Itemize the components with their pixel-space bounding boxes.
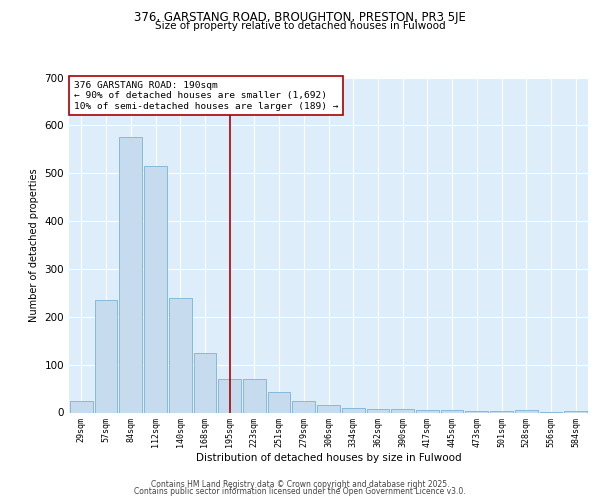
- Bar: [416, 410, 439, 412]
- Bar: [441, 410, 463, 412]
- Bar: [144, 166, 167, 412]
- Bar: [169, 298, 191, 412]
- Bar: [490, 411, 513, 412]
- Bar: [119, 138, 142, 412]
- X-axis label: Distribution of detached houses by size in Fulwood: Distribution of detached houses by size …: [196, 453, 461, 463]
- Text: Contains public sector information licensed under the Open Government Licence v3: Contains public sector information licen…: [134, 487, 466, 496]
- Bar: [342, 408, 365, 412]
- Bar: [268, 392, 290, 412]
- Bar: [194, 352, 216, 412]
- Bar: [292, 400, 315, 412]
- Bar: [95, 300, 118, 412]
- Text: Contains HM Land Registry data © Crown copyright and database right 2025.: Contains HM Land Registry data © Crown c…: [151, 480, 449, 489]
- Bar: [243, 379, 266, 412]
- Bar: [317, 406, 340, 412]
- Bar: [515, 410, 538, 412]
- Bar: [564, 411, 587, 412]
- Y-axis label: Number of detached properties: Number of detached properties: [29, 168, 39, 322]
- Text: 376, GARSTANG ROAD, BROUGHTON, PRESTON, PR3 5JE: 376, GARSTANG ROAD, BROUGHTON, PRESTON, …: [134, 11, 466, 24]
- Text: 376 GARSTANG ROAD: 190sqm
← 90% of detached houses are smaller (1,692)
10% of se: 376 GARSTANG ROAD: 190sqm ← 90% of detac…: [74, 81, 338, 110]
- Bar: [367, 408, 389, 412]
- Bar: [391, 408, 414, 412]
- Bar: [466, 410, 488, 412]
- Text: Size of property relative to detached houses in Fulwood: Size of property relative to detached ho…: [155, 21, 445, 31]
- Bar: [70, 400, 93, 412]
- Bar: [218, 379, 241, 412]
